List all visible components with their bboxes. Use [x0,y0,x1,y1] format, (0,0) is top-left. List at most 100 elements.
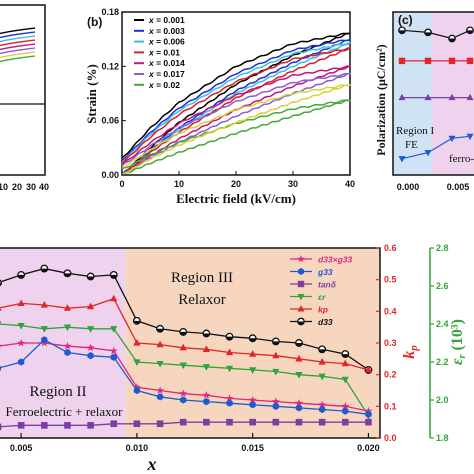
panel-d-legend-marker [297,293,305,301]
panel-d-point [156,340,164,348]
panel-d-point [341,376,349,384]
panel-d-point [295,404,303,412]
panel-d-point [63,341,72,350]
panel-b-xtick: 40 [345,179,355,189]
panel-d-point [0,365,2,371]
panel-c-point [424,57,432,65]
panel-c-label: (c) [398,13,413,27]
panel-b-xlabel: Electric field (kV/cm) [176,191,296,206]
panel-a-curve [0,35,36,43]
panel-d-point [133,339,141,346]
panel-d-kp-label: kp [401,345,420,359]
panel-c-point [466,57,474,65]
panel-d-point [179,418,187,426]
panel-a-curve [0,47,36,55]
panel-d-legend-marker [297,305,305,312]
panel-b-curve [121,84,351,176]
panel-d-point [249,418,256,426]
panel-d-point [180,396,187,404]
panel-d-point [156,386,165,394]
panel-a-curve [0,43,36,51]
panel-c-fe-text: FE [405,139,418,151]
panel-d-point [225,348,234,356]
panel-d-point-fill [318,349,326,353]
panel-d-xtick: 0.005 [10,443,33,453]
panel-b-legend-entry: x = 0.02 [148,80,180,90]
panel-d-point [110,420,118,428]
panel-d-point [133,420,141,428]
panel-d-point [318,373,326,381]
panel-d-point [17,422,25,429]
panel-d-kp-tick: 0.4 [384,306,397,316]
panel-d-point [110,326,118,333]
panel-c-point-fill [448,38,456,42]
panel-c-point [398,93,406,101]
panel-d-point [318,400,327,409]
panel-d-point [17,338,26,347]
panel-d-point [271,397,280,406]
panel-d-point [319,405,326,414]
panel-d-point [249,367,257,374]
panel-d-xlabel: x [147,454,157,474]
panel-d-point [17,322,25,330]
panel-d-point [17,299,25,307]
panel-d-legend-marker [298,268,304,275]
panel-b-legend-entry: x = 0.003 [148,26,185,36]
panel-a-curve [0,55,36,63]
panel-a-frame [0,4,46,176]
panel-d-point-fill [0,282,2,286]
panel-d-point [318,418,326,426]
panel-d-point [110,294,118,302]
panel-d-kp-tick: 0.3 [384,338,397,348]
panel-d-point [156,420,164,428]
panel-d-point [87,352,94,360]
panel-d-point [110,353,117,361]
panel-d-legend-entry: kp [318,305,328,315]
panel-d-point [272,351,280,359]
panel-d-point [226,418,233,426]
panel-a-curve [0,51,36,59]
panel-d-point-fill [87,276,94,280]
panel-d-point [202,391,211,399]
panel-d-er-tick: 2.8 [436,243,449,253]
panel-c-xtick-1: 0.005 [447,182,470,192]
panel-d-point [248,395,257,404]
panel-a-curves [0,27,36,63]
panel-b-legend-entry: x = 0.017 [148,69,185,79]
panel-d-legend-entry: d33×g33 [318,255,353,265]
panel-d-point [0,423,2,431]
panel-c-point [466,133,474,141]
panel-a-curve [0,31,36,39]
panel-d-point [156,393,164,401]
panel-b-ytick: 0.18 [101,7,119,17]
panel-d-point-fill [249,338,256,342]
panel-d-point-fill [133,320,141,325]
panel-d-point [225,394,234,402]
panel-d-region-iii-bg [125,248,380,438]
panel-d-point-fill [226,336,233,340]
panel-b-ytick: 0.12 [101,61,119,71]
panel-b-curve [121,72,351,177]
panel-d-kp-tick: 0.0 [384,433,397,443]
panel-d-point [133,359,141,366]
panel-b-legend-entry: x = 0.01 [148,47,180,57]
panel-a-xticks: 10 20 30 40 [0,182,49,192]
panel-d-point-fill [41,268,48,272]
panel-d-point [86,302,95,310]
panel-a-curve [0,27,36,35]
panel-d-er-tick: 2.0 [436,395,449,405]
panel-d-point [63,324,72,332]
panel-d-point [133,386,141,395]
panel-c-region-fe [393,12,432,175]
panel-b-curve [121,64,351,177]
panel-d-point [202,345,210,352]
panel-d-legend-marker [297,280,305,288]
panel-d-legend-marker [297,254,305,263]
panel-b: 0 10 20 30 40 0.00 0.06 0.12 0.18 (b) Strain (%)… [84,7,355,206]
panel-d-point [203,398,210,406]
panel-c-point [448,135,456,143]
panel-d-point-fill [341,354,349,358]
region-iii-title: Region III [171,270,233,286]
panel-d-point [156,360,164,368]
panel-d-point [364,365,373,373]
